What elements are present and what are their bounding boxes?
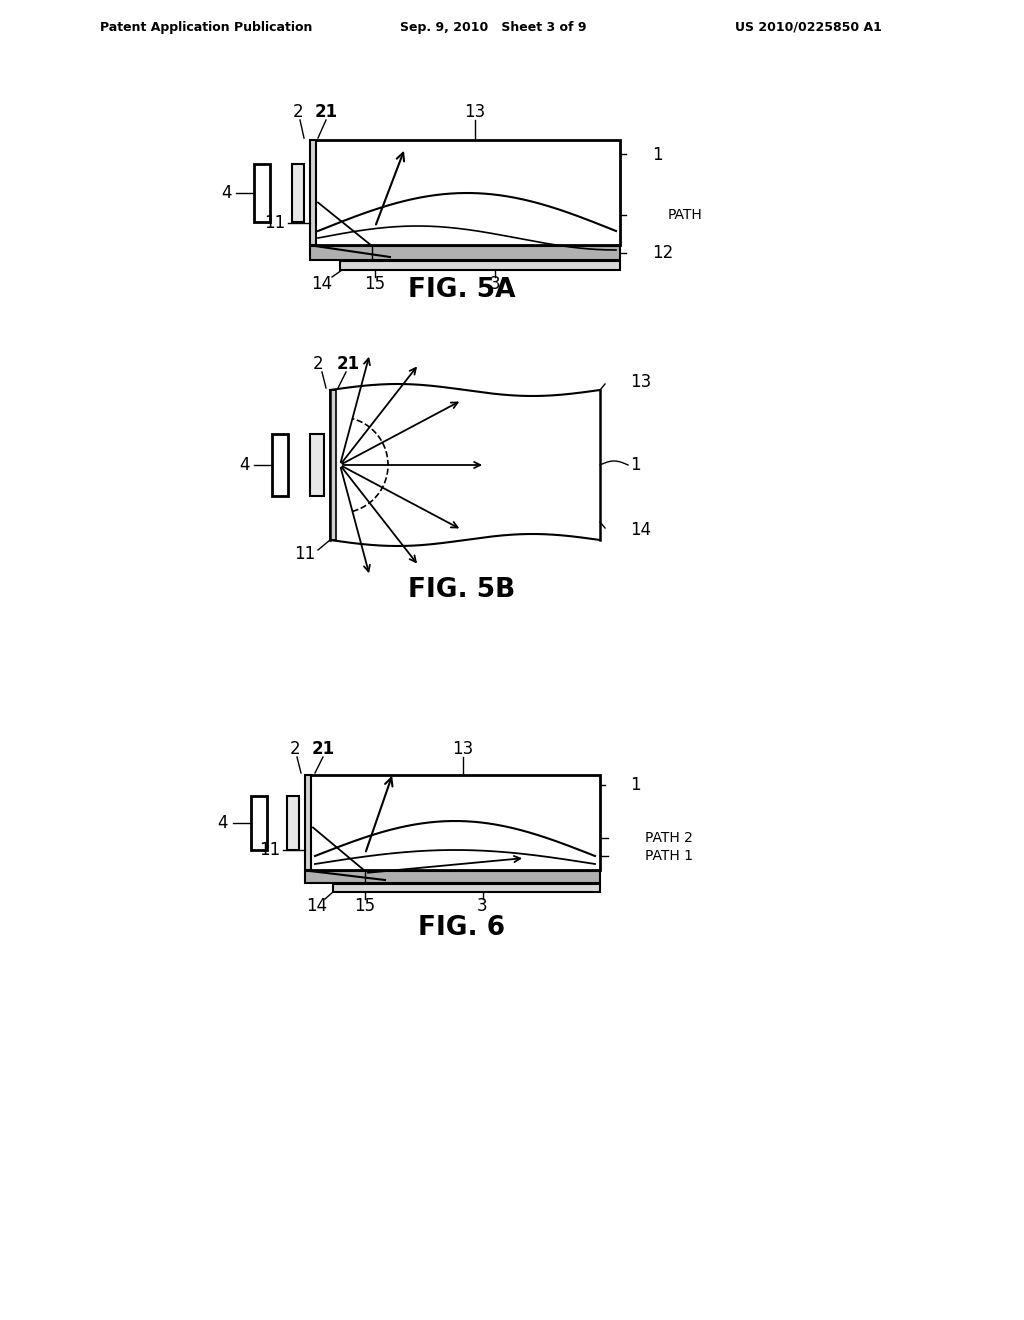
Text: 2: 2 xyxy=(290,741,300,758)
Text: PATH: PATH xyxy=(668,209,702,222)
Bar xyxy=(292,164,304,222)
Bar xyxy=(305,775,600,870)
Bar xyxy=(305,775,311,870)
Bar xyxy=(272,434,288,496)
Text: 4: 4 xyxy=(218,813,228,832)
Text: 13: 13 xyxy=(452,741,473,758)
Text: 14: 14 xyxy=(306,898,328,915)
Text: PATH 1: PATH 1 xyxy=(645,849,693,863)
Text: 11: 11 xyxy=(264,214,286,232)
Text: 1: 1 xyxy=(630,776,641,795)
Text: 3: 3 xyxy=(489,275,501,293)
Text: 4: 4 xyxy=(239,455,249,474)
Text: 21: 21 xyxy=(311,741,335,758)
Bar xyxy=(287,796,299,850)
Text: 1: 1 xyxy=(652,147,663,164)
Text: 11: 11 xyxy=(294,545,315,564)
Text: Sep. 9, 2010   Sheet 3 of 9: Sep. 9, 2010 Sheet 3 of 9 xyxy=(400,21,587,33)
Bar xyxy=(340,261,620,271)
Text: 14: 14 xyxy=(311,275,333,293)
Text: FIG. 5B: FIG. 5B xyxy=(409,577,516,603)
Bar xyxy=(251,796,267,850)
Text: 4: 4 xyxy=(221,183,231,202)
Bar xyxy=(254,164,270,222)
Text: 2: 2 xyxy=(312,355,324,374)
Text: 15: 15 xyxy=(365,275,386,293)
Bar xyxy=(310,140,620,246)
Text: 21: 21 xyxy=(337,355,359,374)
Text: FIG. 6: FIG. 6 xyxy=(419,915,506,941)
Bar xyxy=(310,434,324,496)
Text: Patent Application Publication: Patent Application Publication xyxy=(100,21,312,33)
Bar xyxy=(333,884,600,892)
Text: 21: 21 xyxy=(314,103,338,121)
Text: 1: 1 xyxy=(630,455,641,474)
Text: FIG. 5A: FIG. 5A xyxy=(409,277,516,304)
Text: PATH 2: PATH 2 xyxy=(645,832,693,845)
Text: 13: 13 xyxy=(464,103,485,121)
Text: 3: 3 xyxy=(477,898,487,915)
Text: 15: 15 xyxy=(354,898,376,915)
Text: 2: 2 xyxy=(293,103,303,121)
Text: 13: 13 xyxy=(630,374,651,391)
Text: US 2010/0225850 A1: US 2010/0225850 A1 xyxy=(735,21,882,33)
Bar xyxy=(330,389,336,540)
Text: 11: 11 xyxy=(259,841,281,859)
Bar xyxy=(305,871,600,883)
Text: 14: 14 xyxy=(630,521,651,539)
Bar xyxy=(310,140,316,246)
Text: 12: 12 xyxy=(652,244,673,261)
Bar xyxy=(310,246,620,260)
